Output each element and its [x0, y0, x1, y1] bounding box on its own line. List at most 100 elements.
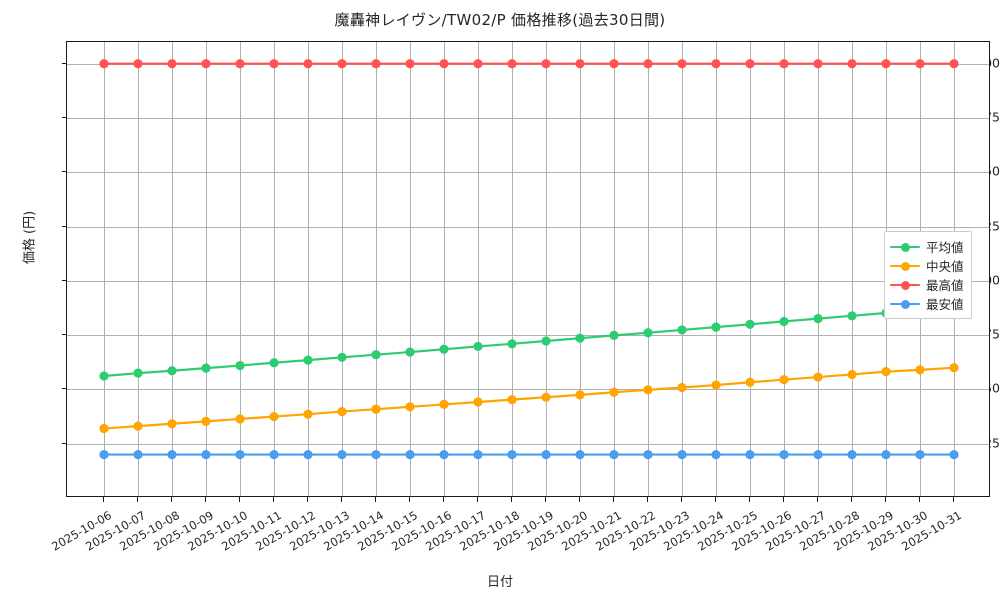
- legend[interactable]: 平均値 中央値最高値 最安値: [884, 231, 972, 319]
- legend-item-label: 平均値: [926, 240, 964, 255]
- x-axis-tick-mark: [341, 497, 342, 502]
- data-point: [269, 59, 279, 69]
- series-最高値: [99, 59, 959, 69]
- data-point: [507, 339, 517, 349]
- data-point: [575, 333, 585, 343]
- gridline-vertical: [716, 42, 717, 496]
- data-point: [915, 365, 925, 375]
- data-point: [745, 377, 755, 387]
- series-line: [102, 366, 956, 430]
- series-中央値: [99, 363, 959, 434]
- data-point: [303, 409, 313, 419]
- x-axis-tick-mark: [885, 497, 886, 502]
- x-axis-tick-mark: [579, 497, 580, 502]
- y-axis-tick-mark: [62, 388, 67, 390]
- legend-item-中央値[interactable]: 中央値: [890, 256, 964, 275]
- data-point: [371, 59, 381, 69]
- data-point: [405, 59, 415, 69]
- x-axis-tick-mark: [375, 497, 376, 502]
- data-point: [779, 375, 789, 385]
- data-point: [371, 449, 381, 460]
- x-axis-tick-mark: [749, 497, 750, 502]
- data-point: [167, 449, 177, 460]
- data-point: [439, 449, 449, 460]
- data-point: [439, 344, 449, 354]
- data-point: [541, 392, 551, 402]
- x-axis-tick-mark: [137, 497, 138, 502]
- plot-area: [66, 41, 990, 497]
- data-point: [643, 328, 653, 338]
- data-point: [371, 350, 381, 360]
- data-point: [507, 59, 517, 69]
- data-point: [711, 380, 721, 390]
- data-point: [813, 372, 823, 382]
- data-point: [337, 59, 347, 69]
- data-point: [507, 395, 517, 405]
- x-axis-tick-mark: [205, 497, 206, 502]
- data-point: [745, 449, 755, 460]
- gridline-vertical: [852, 42, 853, 496]
- data-point: [303, 59, 313, 69]
- data-point: [711, 449, 721, 460]
- data-point: [439, 399, 449, 410]
- x-axis-tick-mark: [817, 497, 818, 502]
- data-point: [575, 390, 585, 400]
- x-axis-tick-mark: [273, 497, 274, 502]
- data-point: [99, 449, 109, 460]
- data-point: [915, 449, 925, 460]
- series-最安値: [99, 449, 959, 460]
- gridline-vertical: [444, 42, 445, 496]
- gridline-vertical: [478, 42, 479, 496]
- legend-item-最安値[interactable]: 最安値: [890, 294, 964, 313]
- data-point: [99, 371, 109, 381]
- data-point: [235, 360, 245, 371]
- gridline-vertical: [410, 42, 411, 496]
- y-axis-tick-mark: [62, 442, 67, 444]
- x-axis-tick-mark: [953, 497, 954, 502]
- data-point: [201, 59, 211, 69]
- data-point: [677, 382, 687, 393]
- data-point: [269, 449, 279, 460]
- data-point: [575, 59, 585, 69]
- legend-marker-icon: [890, 297, 920, 311]
- x-axis-label: 日付: [486, 575, 513, 590]
- series-layer: [99, 59, 959, 460]
- data-point: [303, 355, 313, 365]
- x-axis-tick-mark: [647, 497, 648, 502]
- data-point: [813, 314, 823, 324]
- x-axis-tick-mark: [715, 497, 716, 502]
- data-point: [949, 449, 959, 460]
- data-point: [915, 59, 925, 69]
- legend-item-平均値[interactable]: 平均値: [890, 237, 964, 256]
- gridline-vertical: [138, 42, 139, 496]
- gridline-horizontal: [67, 443, 989, 445]
- data-point: [677, 59, 687, 69]
- data-point: [949, 59, 959, 69]
- x-axis-tick-mark: [681, 497, 682, 502]
- gridline-vertical: [682, 42, 683, 496]
- legend-item-最高値[interactable]: 最高値: [890, 275, 964, 294]
- chart-title: 魔轟神レイヴン/TW02/P 価格推移(過去30日間): [334, 11, 666, 29]
- x-axis-tick-mark: [171, 497, 172, 502]
- gridline-vertical: [206, 42, 207, 496]
- gridline-vertical: [784, 42, 785, 496]
- data-point: [813, 59, 823, 69]
- data-point: [371, 404, 381, 414]
- gridline-vertical: [172, 42, 173, 496]
- data-point: [405, 402, 415, 412]
- data-point: [439, 59, 449, 69]
- gridline-vertical: [750, 42, 751, 496]
- data-point: [677, 449, 687, 460]
- data-point: [575, 449, 585, 460]
- data-point: [235, 414, 245, 424]
- data-point: [949, 363, 959, 373]
- data-point: [847, 369, 857, 380]
- legend-marker-icon: [890, 278, 920, 292]
- y-axis-tick-mark: [62, 334, 67, 336]
- x-axis-tick-mark: [307, 497, 308, 502]
- data-point: [473, 59, 483, 69]
- legend-item-label: 最高値: [926, 278, 964, 293]
- gridline-horizontal: [67, 118, 989, 119]
- data-point: [711, 59, 721, 69]
